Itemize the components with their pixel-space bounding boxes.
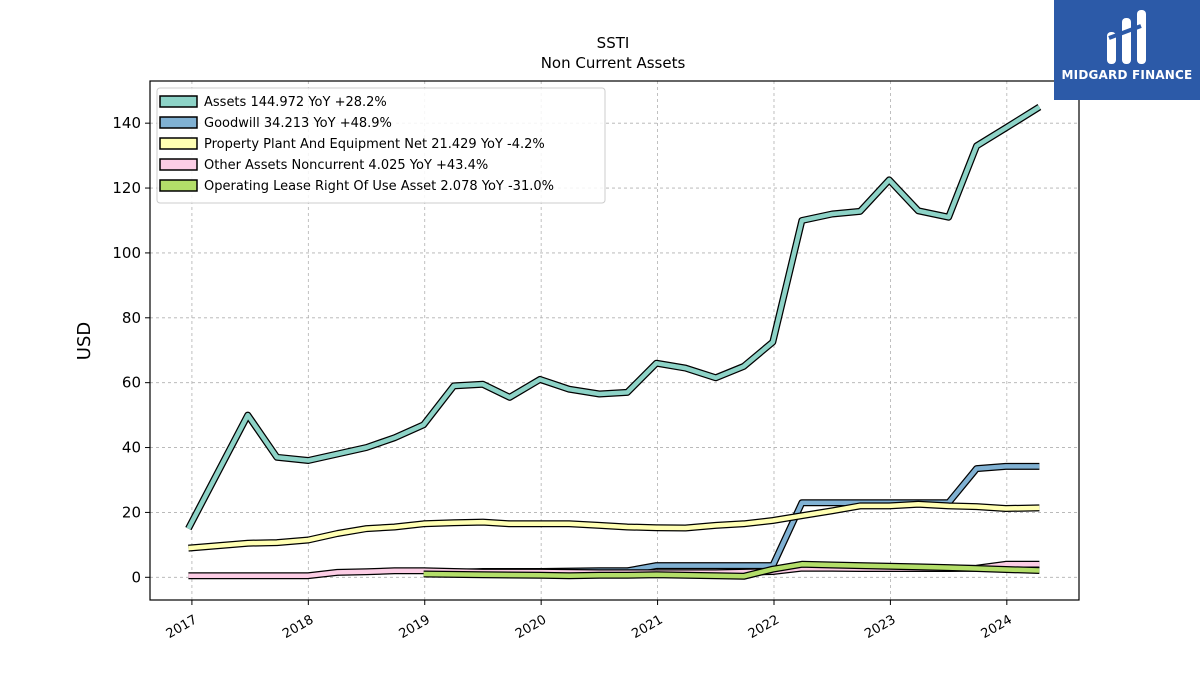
y-axis-label: USD (74, 322, 95, 360)
y-tick-label: 100 (112, 244, 141, 262)
y-tick-label: 40 (122, 439, 141, 457)
y-axis: 0 20 40 60 80 100 120 140 (112, 114, 150, 586)
legend-item-3: Other Assets Noncurrent 4.025 YoY +43.4% (159, 158, 488, 173)
series-line-stroke (186, 105, 1041, 530)
y-tick-label: 0 (131, 568, 141, 586)
y-tick-label: 80 (122, 309, 141, 327)
series-line-outline (423, 462, 1040, 577)
legend-item-2: Property Plant And Equipment Net 21.429 … (159, 137, 545, 152)
x-tick-label: 2017 (164, 612, 200, 642)
series-line-stroke (188, 502, 1040, 551)
series-line-2 (188, 500, 1040, 552)
legend-label: Operating Lease Right Of Use Asset 2.078… (204, 179, 554, 194)
series-lines (185, 104, 1042, 580)
legend: Assets 144.972 YoY +28.2% Goodwill 34.213… (156, 87, 606, 204)
x-tick-label: 2020 (513, 612, 549, 642)
series-line-4 (423, 560, 1040, 580)
x-tick-label: 2024 (979, 612, 1015, 642)
logo-brand-text: MIDGARD FINANCE (1061, 68, 1193, 82)
x-tick-label: 2021 (629, 612, 665, 642)
x-tick-label: 2018 (280, 612, 316, 642)
x-tick-label: 2023 (862, 612, 898, 642)
series-line-0 (185, 104, 1042, 531)
y-tick-label: 120 (112, 179, 141, 197)
legend-box (156, 87, 606, 204)
chart-title: SSTI (597, 34, 630, 52)
y-tick-label: 140 (112, 114, 141, 132)
chart-subtitle: Non Current Assets (541, 54, 686, 72)
series-line-1 (423, 462, 1040, 577)
legend-swatch (159, 95, 198, 108)
legend-label: Goodwill 34.213 YoY +48.9% (204, 116, 392, 131)
x-tick-label: 2022 (746, 612, 782, 642)
legend-swatch (159, 179, 198, 192)
legend-label: Assets 144.972 YoY +28.2% (204, 95, 387, 110)
legend-swatch (159, 158, 198, 171)
logo-mark-icon (1107, 10, 1146, 64)
legend-item-1: Goodwill 34.213 YoY +48.9% (159, 116, 392, 131)
midgard-finance-logo: MIDGARD FINANCE (1054, 0, 1200, 100)
legend-label: Other Assets Noncurrent 4.025 YoY +43.4% (204, 158, 488, 173)
legend-swatch (159, 137, 198, 150)
x-axis: 2017 2018 2019 2020 2021 2022 2023 2024 (164, 600, 1015, 642)
legend-swatch (159, 116, 198, 129)
plot-frame (149, 80, 1080, 601)
series-line-stroke (423, 464, 1040, 576)
series-line-stroke (423, 562, 1040, 579)
y-tick-label: 20 (122, 503, 141, 521)
y-tick-label: 60 (122, 374, 141, 392)
x-tick-label: 2019 (397, 612, 433, 642)
legend-item-4: Operating Lease Right Of Use Asset 2.078… (159, 179, 554, 194)
legend-label: Property Plant And Equipment Net 21.429 … (204, 137, 545, 152)
legend-item-0: Assets 144.972 YoY +28.2% (159, 95, 387, 110)
